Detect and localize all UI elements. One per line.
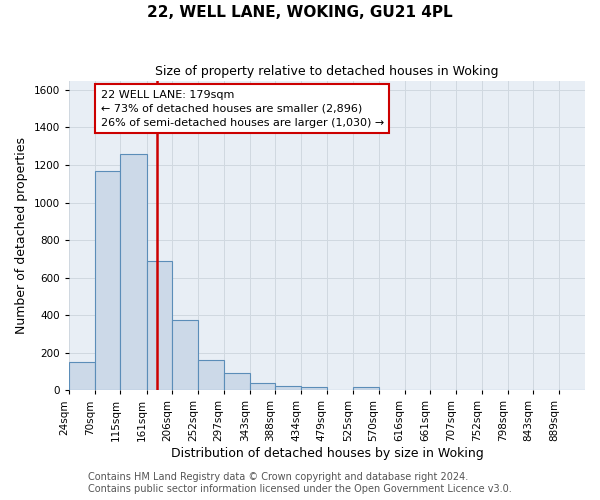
Bar	[121, 154, 146, 390]
Bar	[224, 373, 250, 390]
X-axis label: Distribution of detached houses by size in Woking: Distribution of detached houses by size …	[170, 447, 483, 460]
Bar	[69, 362, 95, 390]
Bar	[198, 360, 224, 390]
Bar	[95, 170, 121, 390]
Title: Size of property relative to detached houses in Woking: Size of property relative to detached ho…	[155, 65, 499, 78]
Y-axis label: Number of detached properties: Number of detached properties	[15, 137, 28, 334]
Text: 22 WELL LANE: 179sqm
← 73% of detached houses are smaller (2,896)
26% of semi-de: 22 WELL LANE: 179sqm ← 73% of detached h…	[101, 90, 384, 128]
Bar	[275, 386, 301, 390]
Bar	[353, 388, 379, 390]
Bar	[250, 383, 275, 390]
Text: 22, WELL LANE, WOKING, GU21 4PL: 22, WELL LANE, WOKING, GU21 4PL	[147, 5, 453, 20]
Bar	[301, 386, 327, 390]
Bar	[146, 261, 172, 390]
Text: Contains HM Land Registry data © Crown copyright and database right 2024.
Contai: Contains HM Land Registry data © Crown c…	[88, 472, 512, 494]
Bar	[172, 320, 198, 390]
